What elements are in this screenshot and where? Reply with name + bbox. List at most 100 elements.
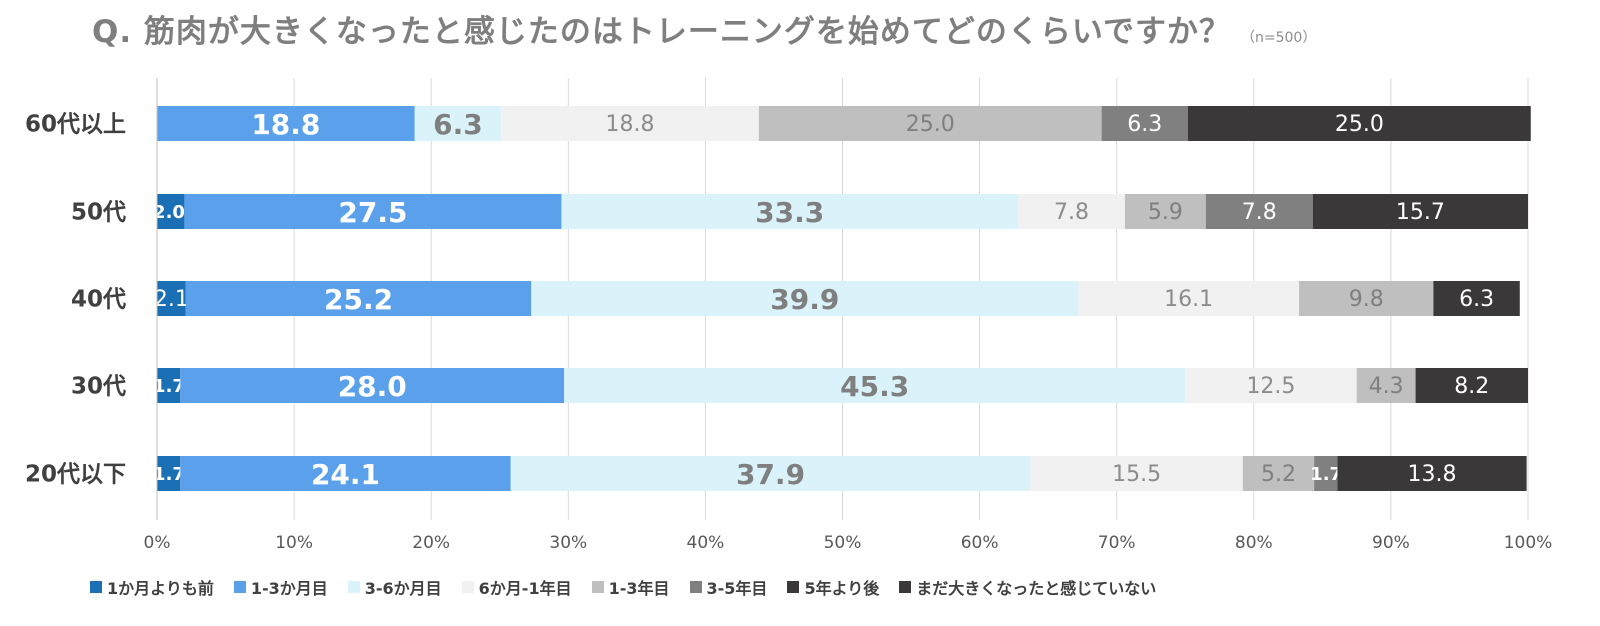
data-label: 7.8 [1242, 200, 1277, 225]
bar-segment [157, 281, 186, 316]
bar-segment [564, 368, 1186, 403]
legend-label: 3-5年目 [706, 579, 768, 598]
bar-segment [1030, 456, 1243, 491]
bar-segment [157, 368, 181, 403]
bar-segment [501, 106, 759, 141]
bar-segment [1242, 456, 1315, 491]
data-label: 39.9 [770, 283, 839, 316]
data-label: 15.7 [1396, 200, 1445, 225]
data-label: 12.5 [1246, 374, 1295, 399]
data-label: 18.8 [251, 108, 320, 141]
legend-swatch [899, 581, 912, 593]
x-tick-label: 80% [1235, 533, 1273, 553]
bar-segment [531, 281, 1079, 316]
bar-segment [561, 194, 1018, 229]
legend-item: 6か月-1年目 [461, 575, 572, 599]
data-label: 25.0 [906, 112, 955, 137]
bar-segment [157, 456, 181, 491]
legend-swatch [787, 581, 800, 593]
title-row: Q. 筋肉が大きくなったと感じたのはトレーニングを始めてどのくらいですか？ （n… [92, 6, 1316, 56]
legend-label: 1-3年目 [608, 579, 670, 598]
data-label: 4.3 [1369, 374, 1404, 399]
data-label: 37.9 [736, 458, 805, 491]
data-label: 18.8 [606, 112, 655, 137]
bar-segment [1124, 194, 1206, 229]
bar-segment [1299, 281, 1434, 316]
legend-item: 1-3か月目 [233, 575, 328, 599]
bar-segment [1185, 368, 1357, 403]
data-label: 6.3 [1459, 287, 1494, 312]
data-label: 25.0 [1335, 112, 1384, 137]
bar-segment [1187, 106, 1531, 141]
bar-segment [1312, 194, 1528, 229]
data-label: 1.7 [153, 376, 185, 397]
bar-segment [1415, 368, 1528, 403]
data-label: 2.1 [154, 287, 189, 312]
category-label: 40代 [71, 287, 126, 313]
data-label: 1.7 [1310, 464, 1342, 485]
data-label: 33.3 [755, 196, 824, 229]
bar-segment [184, 194, 562, 229]
legend-label: 6か月-1年目 [478, 579, 572, 598]
data-label: 8.2 [1454, 374, 1489, 399]
category-label: 30代 [71, 374, 126, 400]
legend-label: 5年より後 [804, 579, 880, 598]
data-label: 28.0 [338, 370, 407, 403]
bar-segment [1356, 368, 1416, 403]
x-tick-label: 50% [824, 533, 862, 553]
bar-segment [758, 106, 1102, 141]
data-label: 6.3 [433, 108, 483, 141]
legend-swatch [461, 581, 474, 593]
legend-swatch [347, 581, 360, 593]
bar-segment [157, 194, 185, 229]
data-label: 13.8 [1408, 462, 1457, 487]
data-label: 2.0 [153, 202, 185, 223]
legend-item: 3-6か月目 [347, 575, 442, 599]
bar-segment [1205, 194, 1313, 229]
data-label: 9.8 [1349, 287, 1384, 312]
sample-size-note: （n=500） [1241, 30, 1317, 46]
data-label: 16.1 [1164, 287, 1213, 312]
legend-swatch [591, 581, 604, 593]
bar-segment [1314, 456, 1338, 491]
data-label: 5.2 [1261, 462, 1296, 487]
x-tick-label: 40% [687, 533, 725, 553]
x-tick-label: 70% [1098, 533, 1136, 553]
chart-title: Q. 筋肉が大きくなったと感じたのはトレーニングを始めてどのくらいですか？ [92, 14, 1231, 50]
bar-segment [1017, 194, 1125, 229]
legend-label: まだ大きくなったと感じていない [916, 579, 1157, 598]
category-label: 20代以下 [25, 462, 126, 488]
legend-item: 1か月よりも前 [90, 575, 214, 599]
bar-segment [510, 456, 1031, 491]
legend-item: 3-5年目 [689, 575, 768, 599]
bar-segment [1337, 456, 1527, 491]
data-label: 25.2 [324, 283, 393, 316]
category-label: 60代以上 [25, 112, 126, 138]
legend-label: 1-3か月目 [250, 579, 328, 598]
bar-segment [157, 106, 415, 141]
data-label: 5.9 [1148, 200, 1183, 225]
legend-swatch [90, 581, 102, 593]
chart-legend: 1か月よりも前 1-3か月目 3-6か月目 6か月-1年目 1-3年目 3-5年目 5年より… [90, 572, 1550, 602]
data-label: 15.5 [1112, 462, 1161, 487]
bar-segment [414, 106, 502, 141]
legend-item: まだ大きくなったと感じていない [899, 575, 1156, 599]
bar-segment [1078, 281, 1300, 316]
data-label: 1.7 [153, 464, 185, 485]
bar-segment [180, 456, 511, 491]
legend-item: 1-3年目 [591, 575, 670, 599]
legend-item: 5年より後 [787, 575, 879, 599]
legend-swatch [233, 581, 246, 593]
data-label: 27.5 [338, 196, 407, 229]
x-tick-label: 90% [1372, 533, 1410, 553]
data-label: 24.1 [311, 458, 380, 491]
bar-segment [180, 368, 565, 403]
x-tick-label: 0% [144, 533, 171, 553]
bar-segment [1101, 106, 1188, 141]
data-label: 7.8 [1054, 200, 1089, 225]
data-label: 45.3 [840, 370, 909, 403]
x-tick-label: 60% [961, 533, 999, 553]
legend-label: 1か月よりも前 [107, 579, 214, 598]
x-tick-label: 100% [1504, 533, 1553, 553]
